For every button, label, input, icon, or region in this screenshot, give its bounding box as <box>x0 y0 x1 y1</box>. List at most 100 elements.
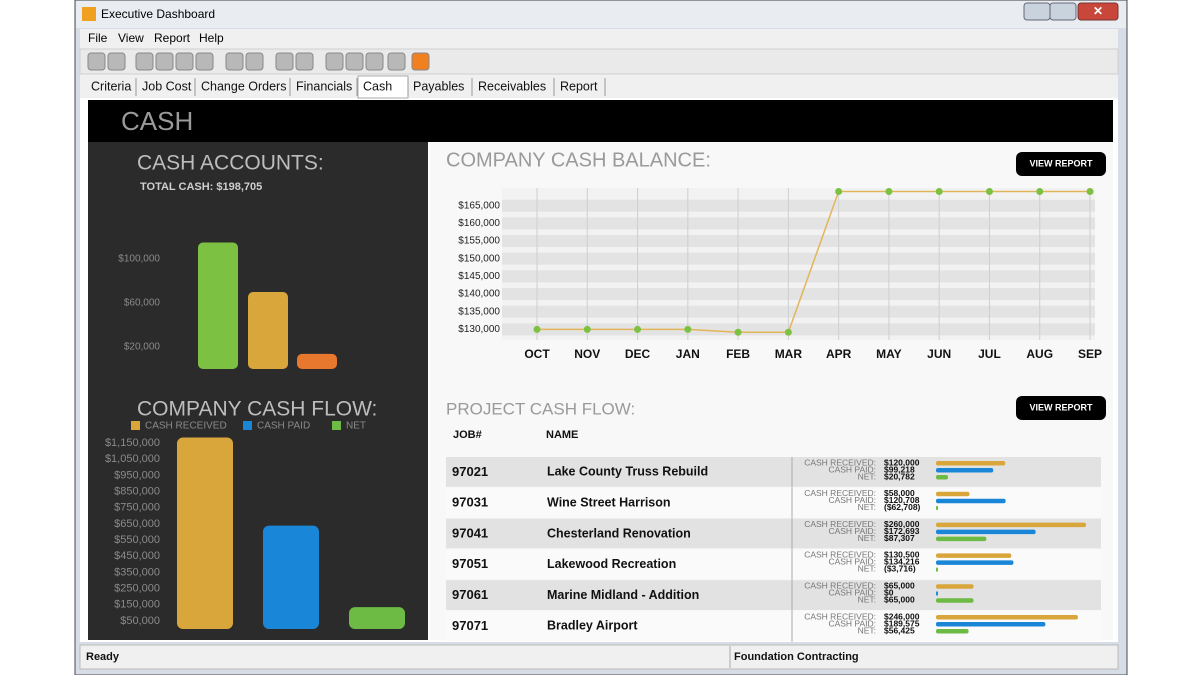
measure-label: CASH RECEIVED: <box>804 611 876 621</box>
x-tick-label: APR <box>826 347 852 361</box>
data-point <box>734 328 742 336</box>
menu-item[interactable]: View <box>118 31 144 45</box>
measure-label: CASH PAID: <box>828 557 876 567</box>
minimize-button[interactable] <box>1023 2 1051 21</box>
toolbar-button[interactable] <box>155 52 174 71</box>
project-name: Lakewood Recreation <box>547 557 676 571</box>
x-tick-label: NOV <box>574 347 600 361</box>
y-tick-label: $750,000 <box>114 502 160 514</box>
bar <box>297 353 337 369</box>
page-header: CASH <box>121 106 193 136</box>
toolbar-button[interactable] <box>107 52 126 71</box>
toolbar-button[interactable] <box>225 52 244 71</box>
x-tick-label: JUL <box>978 347 1001 361</box>
maximize-button[interactable] <box>1049 2 1077 21</box>
project-name: Wine Street Harrison <box>547 495 671 509</box>
toolbar-button[interactable] <box>345 52 364 71</box>
y-tick-label: $1,050,000 <box>105 453 160 465</box>
job-number: 97031 <box>452 495 488 510</box>
x-tick-label: MAR <box>775 347 803 361</box>
y-tick-label: $250,000 <box>114 583 160 595</box>
y-tick-label: $130,000 <box>458 324 500 335</box>
y-tick-label: $160,000 <box>458 218 500 229</box>
measure-value: $99,218 <box>884 464 915 474</box>
y-tick-label: $1,150,000 <box>105 437 160 449</box>
project-bar <box>936 567 938 572</box>
toolbar-button[interactable] <box>175 52 194 71</box>
job-number: 97021 <box>452 464 488 479</box>
toolbar-button[interactable] <box>245 52 264 71</box>
y-tick-label: $60,000 <box>124 298 161 309</box>
panel-title: CASH ACCOUNTS: <box>137 152 324 175</box>
y-tick-label: $140,000 <box>458 289 500 300</box>
grid-band <box>502 270 1095 283</box>
legend-label: CASH PAID <box>257 421 310 432</box>
close-button[interactable] <box>1077 2 1119 21</box>
toolbar-button[interactable] <box>411 52 430 71</box>
toolbar-button[interactable] <box>275 52 294 71</box>
tab[interactable]: Criteria <box>91 79 131 93</box>
job-number: 97051 <box>452 556 488 571</box>
measure-label: CASH RECEIVED: <box>804 488 876 498</box>
tab[interactable]: Change Orders <box>201 79 286 93</box>
measure-label: CASH PAID: <box>828 495 876 505</box>
view-report-button[interactable] <box>1016 152 1106 176</box>
data-point <box>784 328 792 336</box>
menu-item[interactable]: Report <box>154 31 191 45</box>
data-point <box>684 325 692 333</box>
app-icon <box>82 7 96 21</box>
y-tick-label: $100,000 <box>118 254 160 265</box>
bar <box>177 437 233 629</box>
tab[interactable]: Report <box>560 79 598 93</box>
menu-item[interactable]: Help <box>199 31 224 45</box>
measure-label: CASH PAID: <box>828 587 876 597</box>
y-tick-label: $150,000 <box>458 253 500 264</box>
grid-band <box>502 305 1095 318</box>
legend-label: CASH RECEIVED <box>145 421 227 432</box>
status-bar <box>79 644 1119 670</box>
balance-line <box>537 190 1090 333</box>
tab[interactable]: Financials <box>296 79 352 93</box>
toolbar-button[interactable] <box>87 52 106 71</box>
row-background <box>446 580 1101 610</box>
project-bar <box>936 553 1012 558</box>
legend-swatch <box>332 421 341 430</box>
x-tick-label: JUN <box>927 347 951 361</box>
y-tick-label: $950,000 <box>114 469 160 481</box>
measure-value: $65,000 <box>884 594 915 604</box>
toolbar-button[interactable] <box>135 52 154 71</box>
project-bar <box>936 498 1006 504</box>
tab[interactable]: Payables <box>413 79 464 93</box>
tab[interactable]: Job Cost <box>142 79 192 93</box>
toolbar-button[interactable] <box>325 52 344 71</box>
measure-value: $87,307 <box>884 533 915 543</box>
y-tick-label: $550,000 <box>114 534 160 546</box>
project-name: Bradley Airport <box>547 619 638 633</box>
measure-label: CASH PAID: <box>828 464 876 474</box>
project-bar <box>936 522 1086 528</box>
measure-label: NET: <box>858 625 876 635</box>
measure-label: CASH PAID: <box>828 618 876 628</box>
data-point <box>634 325 642 333</box>
toolbar-button[interactable] <box>365 52 384 71</box>
project-name: Marine Midland - Addition <box>547 588 699 602</box>
close-icon: ✕ <box>1093 4 1103 18</box>
x-tick-label: FEB <box>726 347 750 361</box>
panel-title: COMPANY CASH BALANCE: <box>446 149 711 171</box>
tab[interactable]: Cash <box>363 79 392 93</box>
measure-label: CASH PAID: <box>828 526 876 536</box>
y-tick-label: $50,000 <box>120 615 160 627</box>
data-point <box>835 188 843 196</box>
menu-item[interactable]: File <box>88 31 108 45</box>
view-report-button[interactable] <box>1016 396 1106 420</box>
toolbar-button[interactable] <box>387 52 406 71</box>
toolbar-button[interactable] <box>295 52 314 71</box>
tab[interactable]: Receivables <box>478 79 546 93</box>
bar <box>263 525 319 629</box>
section-title: PROJECT CASH FLOW: <box>446 399 635 418</box>
toolbar-button[interactable] <box>195 52 214 71</box>
project-bar <box>936 491 970 497</box>
data-point <box>935 188 943 196</box>
measure-label: NET: <box>858 564 876 574</box>
data-point <box>533 325 541 333</box>
